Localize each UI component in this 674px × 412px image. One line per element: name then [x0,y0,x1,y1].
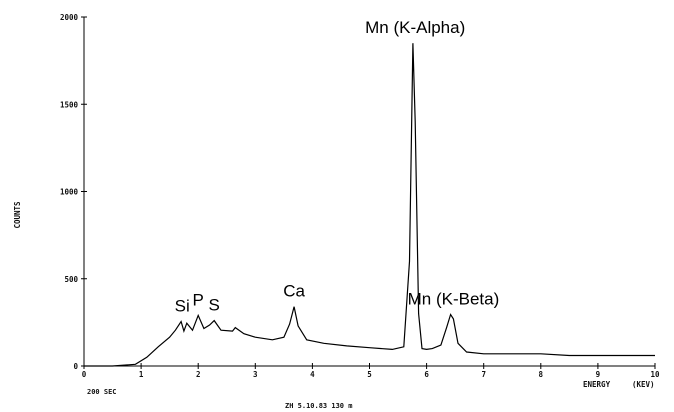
y-axis-title: COUNTS [13,201,22,229]
x-tick-label: 3 [253,370,258,379]
x-tick-label: 8 [539,370,544,379]
y-tick-label: 500 [64,275,78,284]
y-tick-label: 1000 [60,188,79,197]
sample-id-label: ZH 5.10.83 130 m [285,402,352,410]
axes [83,17,655,367]
ticks: 0 1 2 3 4 5 6 7 8 9 10 0 500 1000 1500 2000 [60,13,660,379]
peak-label: Mn (K-Beta) [408,290,500,309]
x-tick-label: 5 [367,370,372,379]
y-tick-label: 2000 [60,13,79,22]
x-tick-label: 0 [82,370,87,379]
y-tick-label: 1500 [60,100,79,109]
live-time-label: 200 SEC [87,388,117,396]
x-tick-label: 2 [196,370,201,379]
x-tick-label: 9 [596,370,601,379]
x-axis-unit: (KEV) [632,380,655,389]
x-tick-label: 10 [650,370,660,379]
y-tick-label: 0 [73,362,78,371]
peak-label: Si [175,297,190,316]
x-tick-label: 6 [424,370,429,379]
x-tick-label: 4 [310,370,315,379]
spectrum-line [84,43,655,367]
x-axis-title: ENERGY [583,380,611,389]
peak-label: S [209,296,220,315]
x-tick-label: 7 [481,370,486,379]
x-tick-label: 1 [139,370,144,379]
peak-label: P [193,290,204,309]
peak-label: Ca [283,282,305,301]
peak-label: Mn (K-Alpha) [365,18,465,37]
